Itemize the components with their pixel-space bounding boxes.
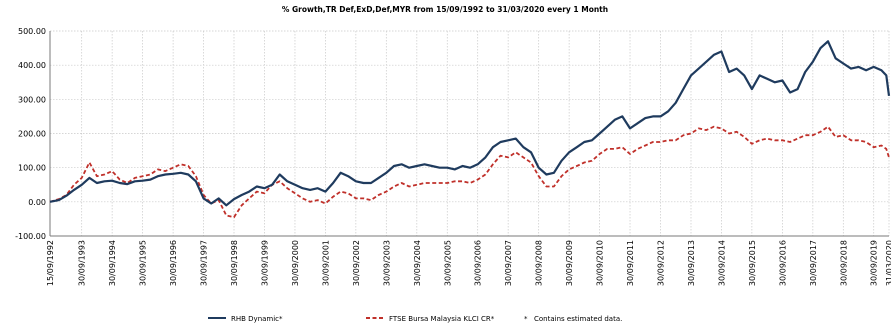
series-line-rhb-dynamic <box>49 40 891 207</box>
x-tick-label: 30/09/2002 <box>352 240 361 286</box>
grid <box>49 30 890 237</box>
x-tick-label: 30/09/2017 <box>809 240 818 286</box>
x-tick-label: 30/09/2000 <box>291 240 300 286</box>
x-tick-label: 30/09/2005 <box>443 240 452 286</box>
y-tick-label: 500.00 <box>18 27 46 36</box>
legend-note: Contains estimated data. <box>534 315 622 323</box>
x-tick-label: 30/09/2011 <box>626 240 635 286</box>
x-tick-label: 30/09/2013 <box>687 240 696 286</box>
y-tick-label: 0.00 <box>28 198 46 207</box>
x-tick-label: 30/09/2012 <box>657 240 666 286</box>
x-tick-label: 30/09/2006 <box>474 240 483 286</box>
y-tick-label: 300.00 <box>18 95 46 104</box>
chart-title: % Growth,TR Def,ExD,Def,MYR from 15/09/1… <box>282 5 608 14</box>
x-tick-label: 30/09/2007 <box>504 240 513 286</box>
series-line-ftse-klci <box>49 125 890 219</box>
x-tick-label: 30/09/2019 <box>870 240 879 286</box>
x-tick-label: 30/09/2008 <box>535 240 544 286</box>
x-tick-label: 30/09/2015 <box>748 240 757 286</box>
x-tick-label: 30/09/1994 <box>108 240 117 286</box>
x-tick-label: 30/09/2004 <box>413 240 422 286</box>
y-tick-label: -100.00 <box>15 232 46 241</box>
y-tick-label: 100.00 <box>18 164 46 173</box>
x-tick-label: 30/09/1997 <box>200 240 209 286</box>
x-tick-label: 30/09/2018 <box>839 240 848 286</box>
x-tick-label: 30/09/2003 <box>382 240 391 286</box>
legend-label-rhb-dynamic: RHB Dynamic* <box>231 315 283 323</box>
x-tick-label: 31/03/2020 <box>885 240 891 286</box>
x-tick-label: 30/09/2010 <box>596 240 605 286</box>
x-tick-label: 30/09/2014 <box>717 240 726 286</box>
x-tick-label: 30/09/1999 <box>260 240 269 286</box>
x-tick-label: 30/09/1996 <box>169 240 178 286</box>
legend: RHB Dynamic* FTSE Bursa Malaysia KLCI CR… <box>208 315 622 323</box>
x-tick-label: 30/09/1995 <box>139 240 148 286</box>
x-tick-label: 30/09/1993 <box>78 240 87 286</box>
x-tick-label: 30/09/1998 <box>230 240 239 286</box>
x-tick-label: 30/09/2016 <box>778 240 787 286</box>
x-tick-label: 30/09/2001 <box>321 240 330 286</box>
x-tick-label: 30/09/2009 <box>565 240 574 286</box>
plot-series <box>49 40 891 219</box>
y-tick-label: 400.00 <box>18 61 46 70</box>
x-axis: 15/09/1992 30/09/1993 30/09/1994 30/09/1995… <box>46 235 891 286</box>
legend-label-ftse-klci: FTSE Bursa Malaysia KLCI CR* <box>389 315 495 323</box>
legend-note-asterisk: * <box>524 315 528 323</box>
y-tick-label: 200.00 <box>18 130 46 139</box>
x-tick-label: 15/09/1992 <box>46 240 55 286</box>
y-axis: -100.00 0.00 100.00 200.00 300.00 400.00 500.0… <box>15 27 51 241</box>
